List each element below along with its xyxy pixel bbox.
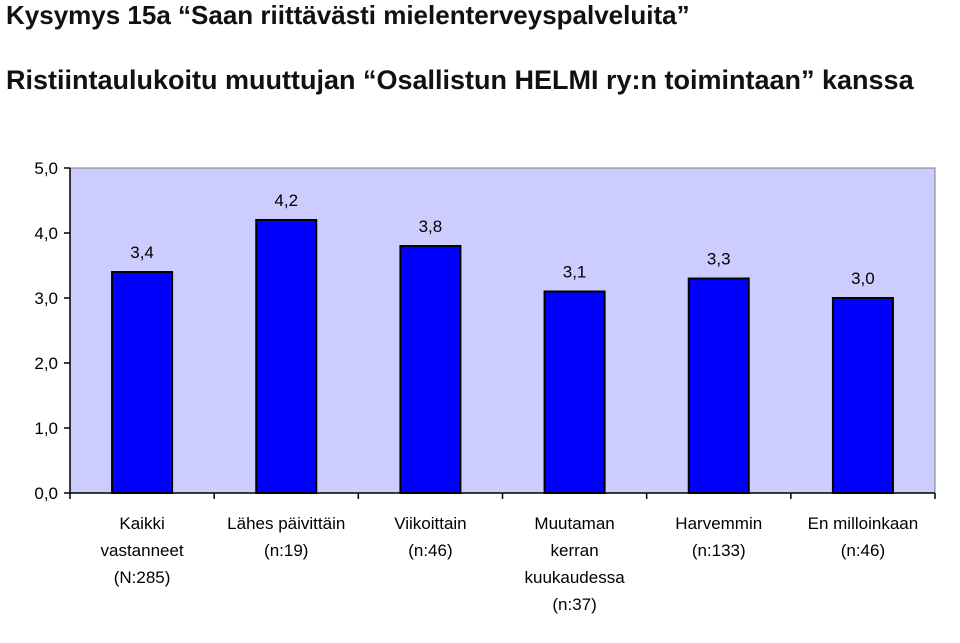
bar bbox=[111, 271, 174, 494]
data-label: 3,1 bbox=[563, 263, 587, 282]
category-label: Muutaman kerran kuukaudessa (n:37) bbox=[524, 514, 625, 614]
bars bbox=[111, 219, 894, 494]
y-tick-label: 0,0 bbox=[34, 484, 58, 503]
y-tick-label: 3,0 bbox=[34, 289, 58, 308]
data-label: 3,8 bbox=[419, 217, 443, 236]
category-label: Lähes päivittäin (n:19) bbox=[227, 514, 345, 560]
y-tick-labels: 0,0 1,0 2,0 3,0 4,0 5,0 bbox=[34, 159, 58, 503]
y-tick-label: 5,0 bbox=[34, 159, 58, 178]
bar bbox=[255, 219, 318, 494]
bar bbox=[543, 290, 606, 494]
data-label: 3,0 bbox=[851, 269, 875, 288]
bar bbox=[831, 297, 894, 494]
axes bbox=[64, 167, 936, 499]
y-tick-label: 1,0 bbox=[34, 419, 58, 438]
data-labels: 3,4 4,2 3,8 3,1 3,3 3,0 bbox=[130, 191, 874, 288]
category-label: Harvemmin (n:133) bbox=[675, 514, 762, 560]
chart-subtitle: Ristiintaulukoitu muuttujan “Osallistun … bbox=[6, 65, 914, 95]
category-label: Viikoittain (n:46) bbox=[394, 514, 466, 560]
y-tick-label: 4,0 bbox=[34, 224, 58, 243]
data-label: 3,4 bbox=[130, 243, 154, 262]
bar bbox=[687, 277, 750, 494]
chart-title: Kysymys 15a “Saan riittävästi mielenterv… bbox=[6, 0, 690, 30]
category-label: En milloinkaan (n:46) bbox=[808, 514, 919, 560]
category-labels: Kaikki vastanneet (N:285) Lähes päivittäin(… bbox=[100, 514, 918, 614]
data-label: 3,3 bbox=[707, 250, 731, 269]
plot-area bbox=[69, 167, 936, 494]
bar bbox=[399, 245, 462, 494]
y-tick-label: 2,0 bbox=[34, 354, 58, 373]
category-label: Kaikki vastanneet (N:285) bbox=[100, 514, 183, 587]
data-label: 4,2 bbox=[274, 191, 298, 210]
